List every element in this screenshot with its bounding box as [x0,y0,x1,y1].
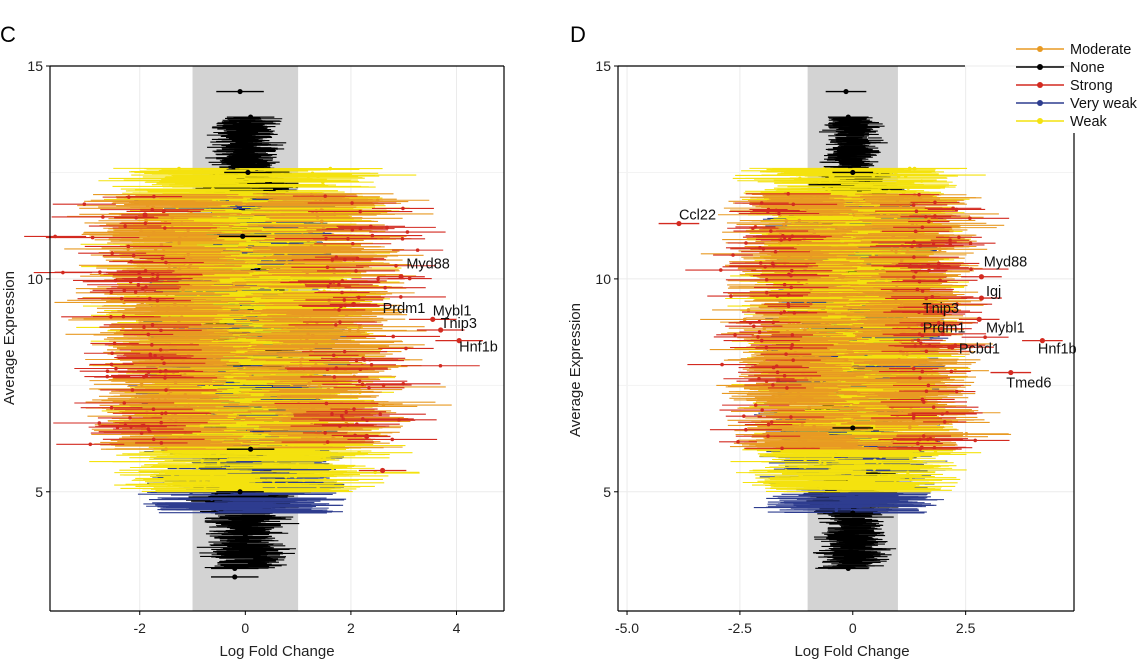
point [189,450,194,455]
point [223,507,228,511]
point [199,170,204,175]
point [200,459,205,463]
point [207,450,212,455]
point [212,219,217,223]
point [323,477,327,482]
panel-letter-c: C [0,22,16,47]
point [357,450,361,455]
point [177,166,181,171]
point [195,465,200,470]
point [189,484,194,489]
point [283,456,287,461]
point [321,180,325,184]
point [295,462,300,466]
point [300,454,305,459]
point [270,287,275,291]
error-bars-c [24,116,480,569]
point [271,479,276,483]
point [216,461,221,466]
